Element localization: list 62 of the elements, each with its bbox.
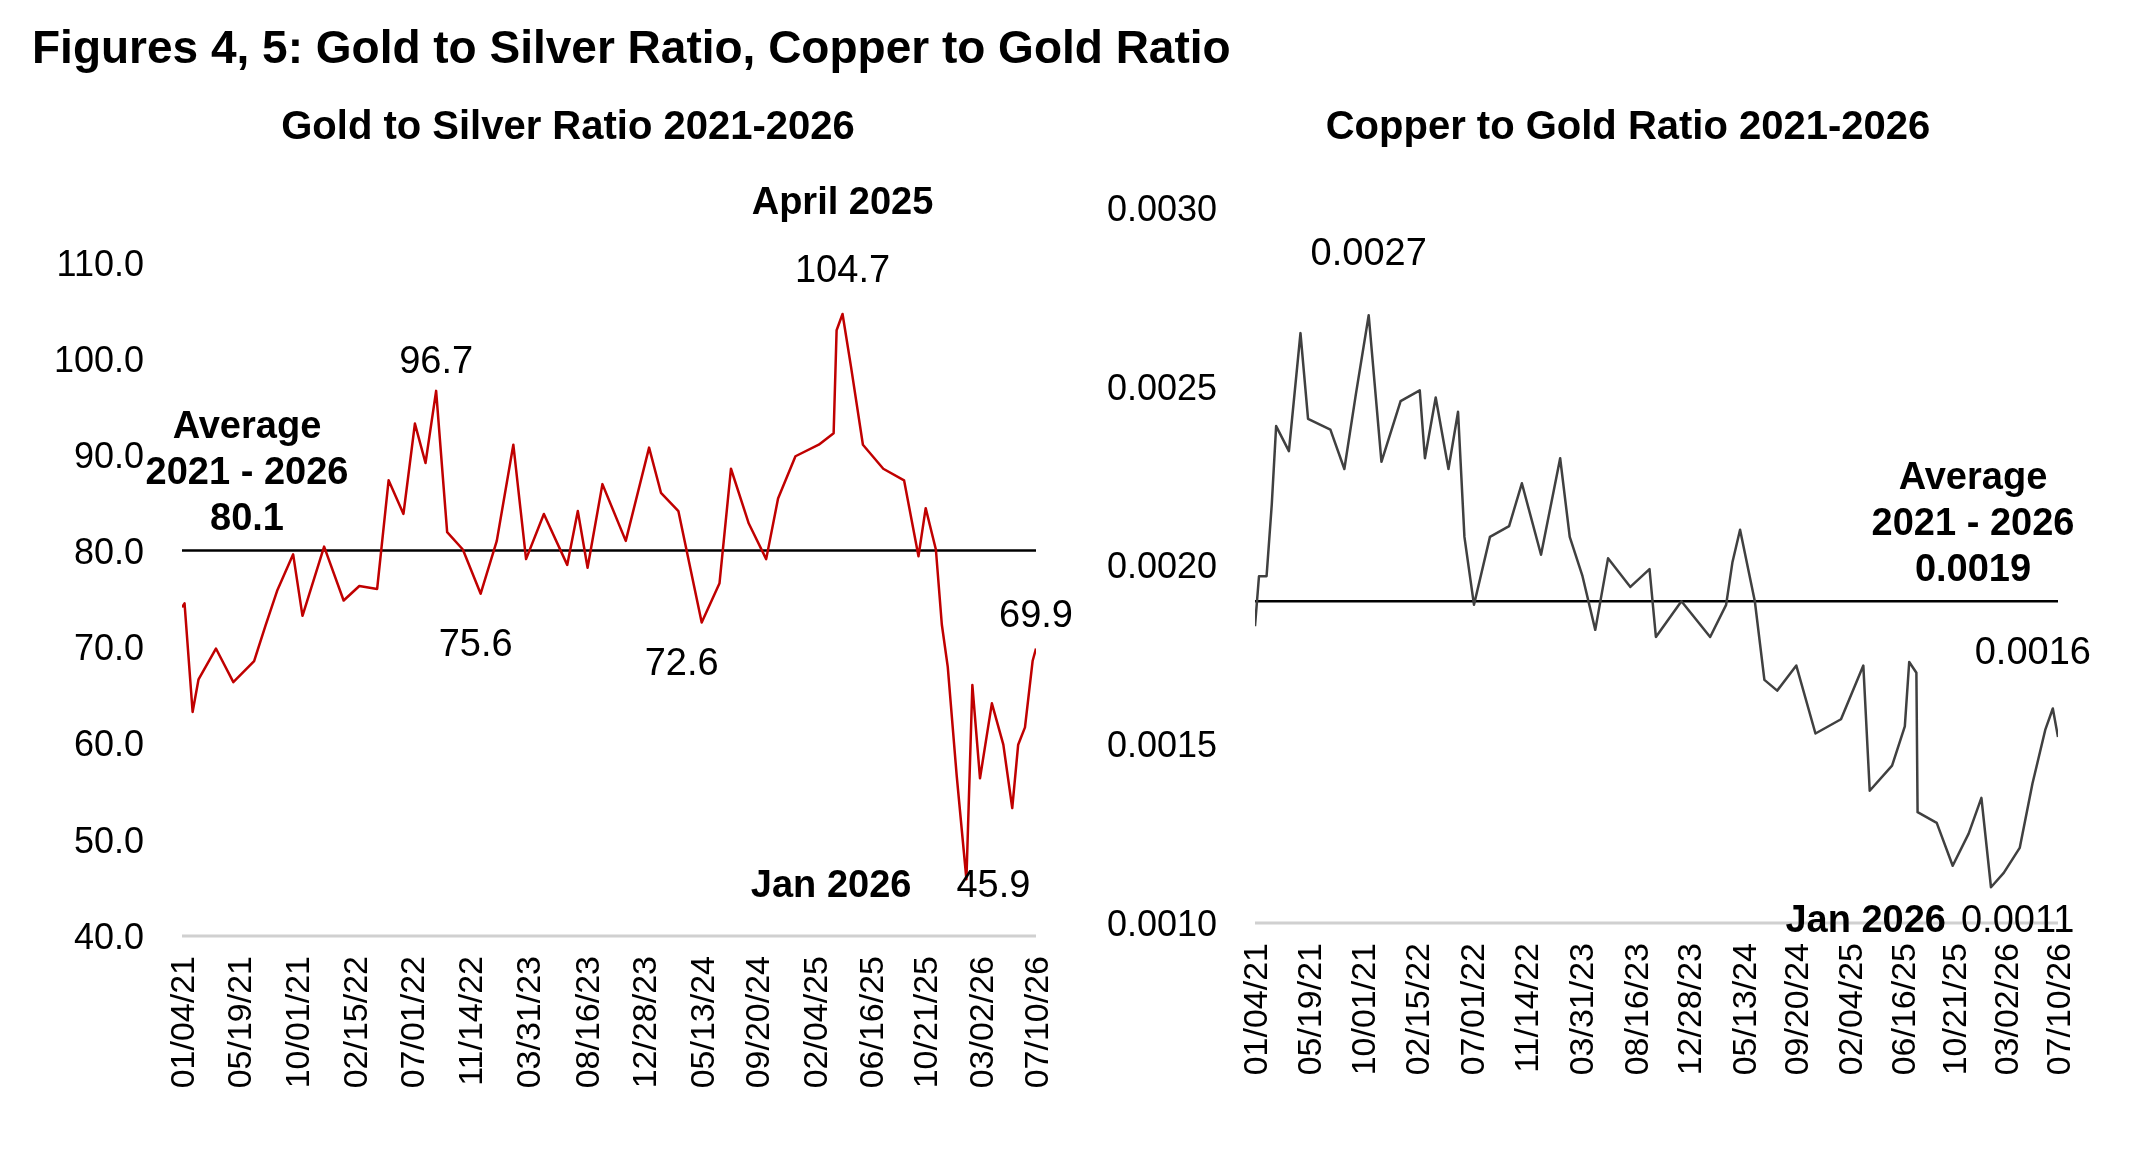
x-tick-label: 02/15/22 [335, 956, 374, 1089]
x-tick-label: 09/20/24 [737, 956, 776, 1089]
x-tick-label: 06/16/25 [1883, 943, 1922, 1076]
x-tick-label: 12/28/23 [624, 956, 663, 1089]
x-tick-label: 05/19/21 [220, 956, 259, 1089]
x-tick-label: 10/21/25 [905, 956, 944, 1089]
x-tick-label: 10/01/21 [1343, 943, 1382, 1076]
y-tick-label: 40.0 [73, 915, 144, 957]
x-tick-label: 08/16/23 [1616, 943, 1655, 1076]
annotation: 0.0016 [1974, 629, 2091, 672]
y-tick-label: 80.0 [73, 531, 144, 573]
x-tick-label: 07/10/26 [1017, 956, 1056, 1089]
x-tick-label: 05/13/24 [1724, 943, 1763, 1076]
annotation: 75.6 [438, 621, 513, 664]
x-tick-label: 01/04/21 [1236, 943, 1275, 1076]
x-tick-label: 03/31/23 [1561, 943, 1600, 1076]
y-tick-label: 0.0030 [1106, 187, 1217, 229]
y-tick-label: 110.0 [56, 242, 144, 284]
annotation: 0.0027 [1310, 231, 1427, 274]
x-tick-label: 02/15/22 [1398, 943, 1437, 1076]
x-tick-label: 05/19/21 [1289, 943, 1328, 1076]
y-tick-label: 100.0 [53, 338, 144, 380]
annotation: 72.6 [644, 640, 719, 683]
x-tick-label: 01/04/21 [163, 956, 202, 1089]
ref-line-label: Average 2021 - 2026 80.1 [145, 404, 349, 539]
chart-title: Copper to Gold Ratio 2021-2026 [1325, 103, 1931, 148]
x-tick-label: 09/20/24 [1776, 943, 1815, 1076]
x-tick-label: 07/01/22 [393, 956, 432, 1089]
annotation: 0.0011 [1960, 898, 2075, 941]
y-tick-label: 70.0 [73, 627, 144, 669]
annotation: 45.9 [956, 863, 1031, 906]
y-tick-label: 60.0 [73, 723, 144, 765]
x-tick-label: 12/28/23 [1670, 943, 1709, 1076]
x-tick-label: 10/01/21 [277, 956, 316, 1089]
x-tick-label: 02/04/25 [796, 956, 835, 1089]
annotation: Jan 2026 [1785, 898, 1946, 941]
x-tick-label: 03/02/26 [1987, 943, 2026, 1076]
x-tick-label: 11/14/22 [451, 956, 490, 1086]
x-tick-label: 06/16/25 [852, 956, 891, 1089]
x-tick-label: 07/10/26 [2039, 943, 2078, 1076]
x-tick-label: 08/16/23 [567, 956, 606, 1089]
x-tick-label: 05/13/24 [682, 956, 721, 1089]
x-tick-label: 03/31/23 [509, 956, 548, 1089]
annotation: 96.7 [399, 338, 474, 381]
y-tick-label: 90.0 [73, 435, 144, 477]
x-tick-label: 07/01/22 [1452, 943, 1491, 1076]
x-tick-label: 11/14/22 [1507, 943, 1545, 1073]
chart-title: Gold to Silver Ratio 2021-2026 [281, 103, 855, 148]
ref-line-label: Average 2021 - 2026 0.0019 [1871, 455, 2075, 590]
annotation: 104.7 [795, 247, 891, 290]
text: Figures 4, 5: Gold to Silver Ratio, Copper to Gold Ratio [32, 20, 1231, 74]
y-tick-label: 0.0010 [1106, 902, 1217, 944]
annotation: April 2025 [751, 179, 934, 222]
y-tick-label: 0.0020 [1106, 545, 1217, 587]
x-tick-label: 02/04/25 [1831, 943, 1870, 1076]
x-tick-label: 10/21/25 [1934, 943, 1973, 1076]
y-tick-label: 0.0015 [1106, 724, 1217, 766]
annotation: Jan 2026 [750, 863, 912, 906]
y-tick-label: 0.0025 [1106, 366, 1217, 408]
annotation: 69.9 [999, 592, 1073, 635]
y-tick-label: 50.0 [73, 819, 144, 861]
x-tick-label: 03/02/26 [961, 956, 1000, 1089]
